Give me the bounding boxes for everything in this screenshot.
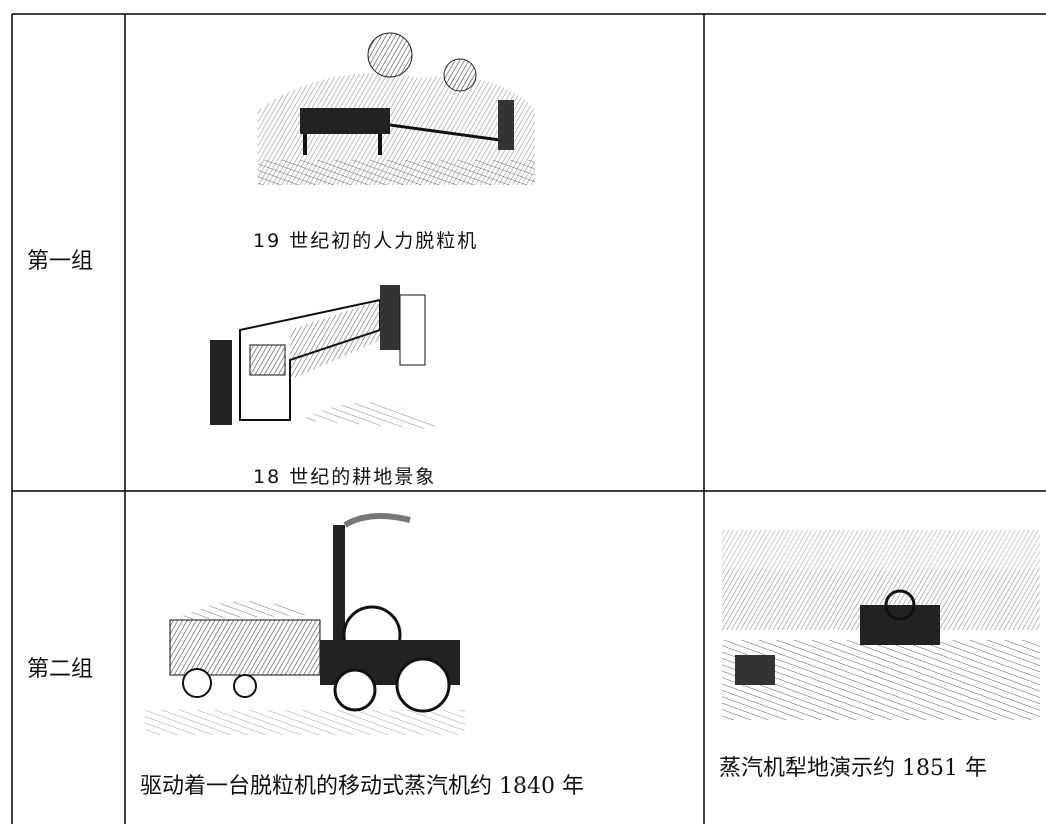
image-caption: 驱动着一台脱粒机的移动式蒸汽机约 1840 年 bbox=[140, 774, 584, 799]
row-label: 第二组 bbox=[27, 657, 94, 682]
image-caption: 18 世纪的耕地景象 bbox=[253, 466, 437, 488]
steam-engine-illustration bbox=[145, 513, 465, 735]
image-caption: 蒸汽机犁地演示约 1851 年 bbox=[719, 756, 987, 781]
thresher-illustration bbox=[210, 285, 440, 430]
plough-illustration bbox=[258, 32, 535, 185]
image-caption: 19 世纪初的人力脱粒机 bbox=[253, 230, 479, 252]
table-grid bbox=[11, 13, 1046, 824]
row-label: 第一组 bbox=[27, 249, 94, 274]
steam-plough-illustration bbox=[722, 530, 1040, 720]
